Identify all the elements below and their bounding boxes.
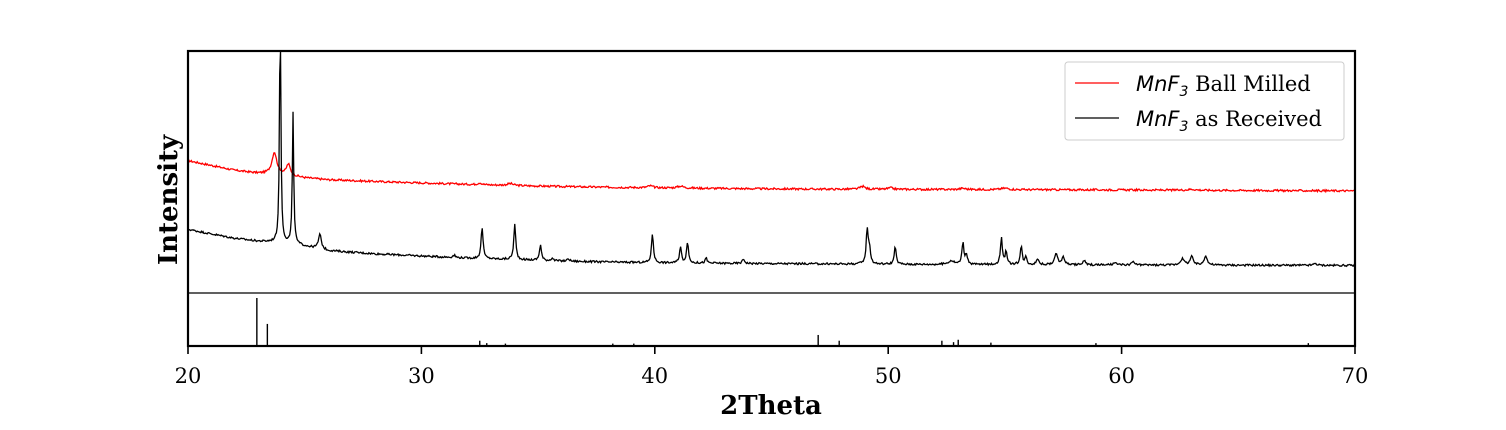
legend-text-ball-milled: Ball Milled [1188, 72, 1310, 96]
axes-frame [186, 49, 1357, 348]
series-line-as-received [187, 50, 1355, 268]
y-axis-title: Intensity [154, 134, 184, 265]
x-tick-label: 60 [1108, 364, 1135, 388]
legend-formula-ball-milled: MnF [1136, 72, 1180, 96]
legend-label-ball-milled: MnF3 Ball Milled [1136, 72, 1311, 100]
x-tick-label: 70 [1342, 364, 1369, 388]
x-tick-label: 30 [408, 364, 435, 388]
legend-text-as-received: as Received [1188, 107, 1322, 131]
legend-formula-as-received: MnF [1136, 107, 1180, 131]
legend-label-as-received: MnF3 as Received [1136, 107, 1322, 135]
series-layer [187, 50, 1356, 268]
legend-subscript-as-received: 3 [1180, 119, 1189, 135]
series-line-ball-milled [187, 152, 1356, 194]
x-axis-title: 2Theta [720, 391, 822, 421]
x-tick-label: 50 [875, 364, 902, 388]
x-tick-label: 20 [175, 364, 202, 388]
x-axis-ticks: 20 30 40 50 60 70 [175, 346, 1369, 388]
legend-subscript-ball-milled: 3 [1180, 84, 1189, 100]
x-tick-label: 40 [641, 364, 668, 388]
legend-box [1064, 61, 1345, 141]
legend: MnF3 Ball Milled MnF3 as Received [1064, 61, 1345, 141]
